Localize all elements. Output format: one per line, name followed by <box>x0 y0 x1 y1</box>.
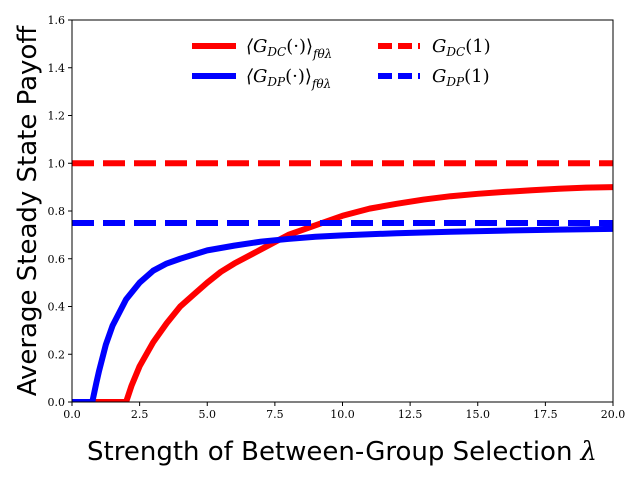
y-axis: 0.0 0.2 0.4 0.6 0.8 1.0 1.2 1.4 1.6 <box>48 14 72 409</box>
x-tick-label: 7.5 <box>266 408 284 421</box>
y-tick-label: 1.2 <box>48 110 66 123</box>
y-tick-label: 1.0 <box>48 157 66 170</box>
y-tick-label: 0.2 <box>48 348 66 361</box>
series-line-solid-dc <box>72 184 613 402</box>
legend-entry-label: GDP(1) <box>432 66 490 89</box>
x-tick-label: 12.5 <box>398 408 423 421</box>
x-axis: 0.0 2.5 5.0 7.5 10.0 12.5 15.0 17.5 20.0 <box>63 402 625 421</box>
legend-entry-label: GDC(1) <box>432 36 491 59</box>
y-tick-label: 0.4 <box>48 301 66 314</box>
legend-entry-label: ⟨GDC(·)⟩fθλ <box>246 36 332 61</box>
y-tick-label: 0.0 <box>48 396 66 409</box>
x-tick-label: 2.5 <box>131 408 149 421</box>
y-tick-label: 0.8 <box>48 205 66 218</box>
x-tick-label: 17.5 <box>533 408 558 421</box>
x-tick-label: 10.0 <box>330 408 355 421</box>
legend-entry-label: ⟨GDP(·)⟩fθλ <box>246 66 331 91</box>
y-tick-label: 1.6 <box>48 14 66 27</box>
y-tick-label: 0.6 <box>48 253 66 266</box>
y-tick-label: 1.4 <box>48 62 66 75</box>
series-layer <box>72 160 613 402</box>
x-tick-label: 20.0 <box>601 408 626 421</box>
x-tick-label: 5.0 <box>199 408 217 421</box>
x-tick-label: 15.0 <box>466 408 491 421</box>
y-axis-label: Average Steady State Payoff <box>13 25 43 397</box>
legend: ⟨GDC(·)⟩fθλ ⟨GDP(·)⟩fθλ GDC(1) GDP(1) <box>192 36 491 91</box>
x-tick-label: 0.0 <box>63 408 81 421</box>
series-line-solid-dp <box>72 225 613 402</box>
x-axis-label: Strength of Between-Group Selection λ <box>87 437 597 467</box>
